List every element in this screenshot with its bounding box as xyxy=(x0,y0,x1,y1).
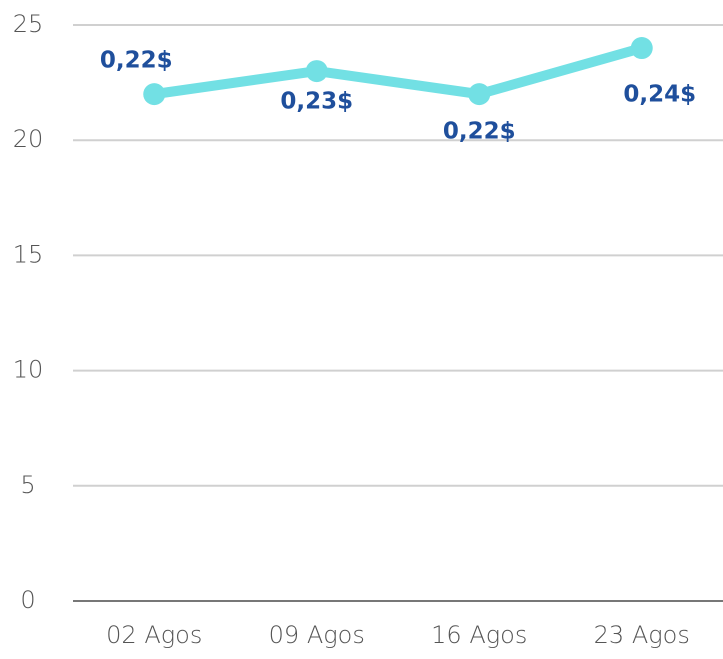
line xyxy=(153,43,644,100)
y-tick-label: 25 xyxy=(13,10,44,38)
marker xyxy=(143,83,166,106)
value-label: 0,22$ xyxy=(443,119,516,145)
x-tick-label: 02 Agos xyxy=(106,621,202,649)
value-label: 0,23$ xyxy=(280,89,353,115)
value-label: 0,22$ xyxy=(100,48,173,74)
y-tick-label: 5 xyxy=(20,471,35,499)
y-tick-label: 0 xyxy=(20,586,35,614)
y-tick-label: 15 xyxy=(13,240,44,268)
x-tick-label: 23 Agos xyxy=(594,621,690,649)
y-tick-label: 20 xyxy=(13,125,44,153)
marker xyxy=(305,60,328,83)
marker xyxy=(468,83,491,106)
y-tick-label: 10 xyxy=(13,356,44,384)
marker xyxy=(630,37,653,60)
x-tick-label: 09 Agos xyxy=(269,621,365,649)
value-label: 0,24$ xyxy=(623,82,696,108)
x-tick-label: 16 Agos xyxy=(431,621,527,649)
